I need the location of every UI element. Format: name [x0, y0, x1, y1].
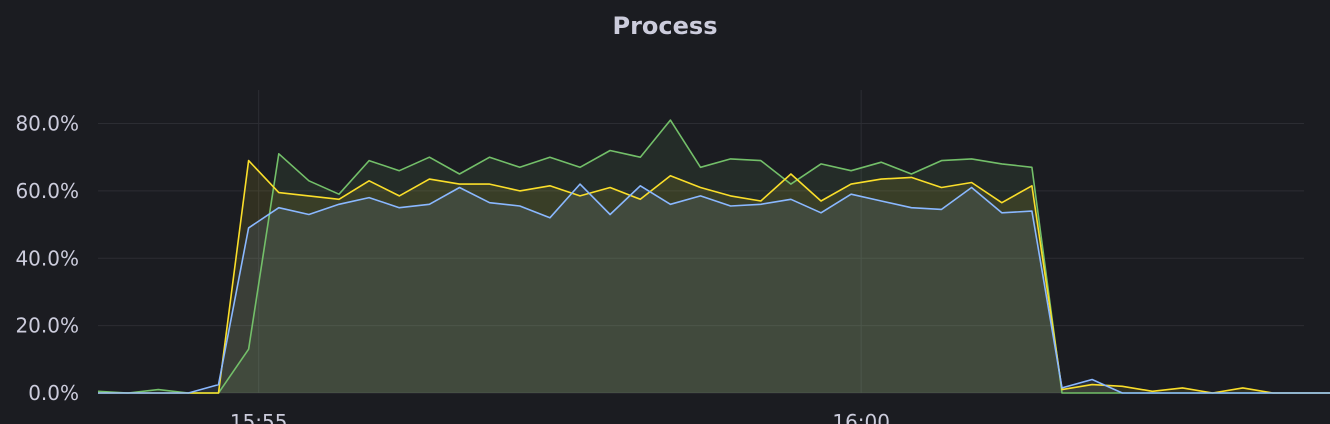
panel-title: Process [612, 12, 718, 40]
series-0-area [98, 120, 1330, 393]
series-2-line [98, 183, 1330, 394]
x-tick-label: 15:55 [230, 410, 288, 424]
y-tick-label: 60.0% [15, 179, 79, 203]
series-1-area [98, 160, 1330, 393]
y-tick-label: 20.0% [15, 314, 79, 338]
y-tick-label: 80.0% [15, 112, 79, 136]
y-tick-label: 0.0% [28, 381, 79, 405]
series-2-area [98, 184, 1330, 393]
x-tick-label: 16:00 [832, 410, 890, 424]
y-tick-label: 40.0% [15, 246, 79, 270]
series-1-line [98, 159, 1330, 394]
